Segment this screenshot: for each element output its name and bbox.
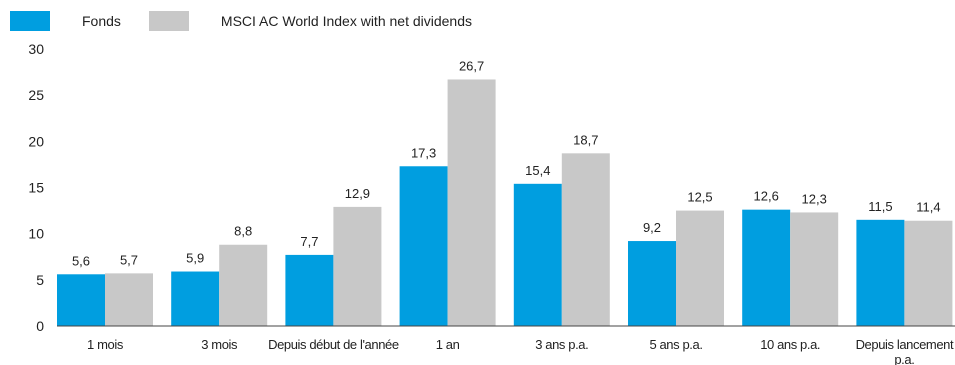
x-tick-label: 3 ans p.a.	[535, 337, 588, 352]
data-label: 12,6	[754, 189, 779, 204]
bar-msci	[561, 153, 610, 326]
data-label: 18,7	[573, 132, 598, 147]
data-label: 11,4	[916, 200, 940, 215]
legend-label-msci: MSCI AC World Index with net dividends	[220, 13, 472, 29]
data-label: 12,5	[687, 190, 712, 205]
x-tick-label: Depuis lancement	[856, 337, 954, 352]
data-label: 7,7	[300, 234, 318, 249]
data-label: 12,9	[345, 186, 370, 201]
y-tick-label: 20	[28, 133, 44, 149]
bar-fonds	[399, 166, 448, 326]
bar-fonds	[513, 183, 562, 326]
data-label: 26,7	[459, 58, 484, 73]
x-tick-label: 10 ans p.a.	[760, 337, 820, 352]
bar-fonds	[285, 254, 334, 326]
bar-msci	[447, 79, 496, 326]
data-label: 12,3	[802, 191, 827, 206]
data-label: 11,5	[868, 199, 892, 214]
x-tick-label: p.a.	[894, 352, 914, 365]
x-tick-label: Depuis début de l'année	[268, 337, 399, 352]
bar-fonds	[628, 241, 676, 326]
data-label: 17,3	[411, 145, 436, 160]
bar-msci	[676, 210, 724, 326]
bar-fonds	[171, 271, 220, 326]
bar-fonds	[742, 209, 791, 326]
legend-label-fonds: Fonds	[82, 13, 121, 29]
bar-msci	[904, 220, 953, 326]
y-tick-label: 0	[36, 318, 44, 334]
x-tick-label: 1 mois	[87, 337, 124, 352]
y-tick-label: 25	[28, 87, 44, 103]
bar-msci	[790, 212, 839, 326]
data-label: 5,9	[186, 251, 204, 266]
y-tick-label: 15	[28, 180, 44, 196]
y-tick-label: 5	[36, 272, 44, 288]
bar-fonds	[57, 274, 105, 326]
x-tick-label: 3 mois	[201, 337, 238, 352]
x-tick-label: 5 ans p.a.	[649, 337, 702, 352]
data-label: 15,4	[525, 163, 550, 178]
y-tick-label: 30	[28, 41, 44, 57]
legend-item-msci: MSCI AC World Index with net dividends	[148, 11, 472, 31]
data-label: 5,6	[72, 253, 90, 268]
bar-msci	[105, 273, 153, 326]
data-label: 8,8	[234, 224, 252, 239]
y-tick-label: 10	[28, 226, 44, 242]
chart-legend: Fonds MSCI AC World Index with net divid…	[10, 10, 500, 32]
legend-swatch-fonds	[10, 11, 50, 31]
bar-msci	[219, 244, 268, 326]
legend-swatch-msci	[148, 11, 189, 31]
legend-item-fonds: Fonds	[10, 11, 121, 31]
bar-msci	[333, 206, 382, 326]
x-tick-label: 1 an	[436, 337, 460, 352]
data-label: 5,7	[120, 252, 138, 267]
data-label: 9,2	[643, 220, 661, 235]
bar-fonds	[856, 219, 905, 326]
